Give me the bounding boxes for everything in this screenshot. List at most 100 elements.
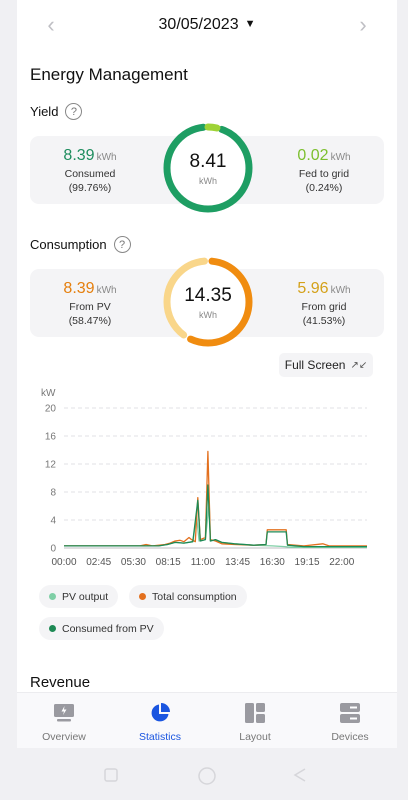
recent-apps-icon[interactable] <box>104 768 118 782</box>
help-icon[interactable]: ? <box>113 236 131 253</box>
series-line-total-consumption <box>64 450 367 547</box>
legend-consumed-from-pv[interactable]: Consumed from PV <box>39 617 164 640</box>
statistics-card: ‹ 30/05/2023 ▼ › Energy Management Yield … <box>17 0 397 692</box>
yield-consumed-pct: (99.76%) <box>68 182 112 194</box>
x-tick-label: 00:00 <box>51 557 76 568</box>
legend-total-consumption[interactable]: Total consumption <box>129 585 247 608</box>
yield-fed-value: 0.02 <box>297 147 329 164</box>
consumption-pv: 8.39 kWh From PV (58.47%) <box>30 280 150 327</box>
consumption-grid-value: 5.96 <box>297 280 329 297</box>
consumption-arc-pv <box>163 257 253 347</box>
chevron-right-icon[interactable]: › <box>359 12 367 37</box>
full-screen-button[interactable]: Full Screen ↗↙ <box>279 353 373 377</box>
yield-fed-label: Fed to grid <box>298 168 350 180</box>
yield-fed-unit: kWh <box>330 152 351 163</box>
consumption-grid-label: From grid <box>301 301 347 313</box>
tab-label: Layout <box>239 731 271 743</box>
help-icon[interactable]: ? <box>65 103 83 120</box>
pie-chart-icon <box>148 701 172 725</box>
overview-icon <box>52 701 76 725</box>
yield-label-text: Yield <box>30 104 59 119</box>
legend-label: Total consumption <box>152 590 237 603</box>
legend-label: Consumed from PV <box>62 622 154 635</box>
date-picker[interactable]: 30/05/2023 ▼ <box>17 16 397 34</box>
legend-dot <box>49 625 56 632</box>
yield-total-value: 8.41 <box>189 150 227 172</box>
expand-icon: ↗↙ <box>350 359 368 371</box>
caret-down-icon: ▼ <box>244 18 256 30</box>
x-tick-label: 13:45 <box>225 557 250 568</box>
y-tick-label: 0 <box>50 544 56 555</box>
tab-statistics[interactable]: Statistics <box>120 701 200 743</box>
y-tick-label: 20 <box>45 404 57 415</box>
yield-ring-graphic <box>163 123 253 213</box>
consumption-grid: 5.96 kWh From grid (41.53%) <box>264 280 384 327</box>
consumption-label-text: Consumption <box>30 237 107 252</box>
consumption-total: 14.35 kWh <box>162 256 254 348</box>
yield-consumed-label: Consumed <box>64 168 116 180</box>
consumption-grid-pct: (41.53%) <box>302 315 346 327</box>
legend-dot <box>49 593 56 600</box>
home-icon[interactable] <box>197 766 217 786</box>
consumption-ring-graphic <box>163 257 253 347</box>
chevron-left-icon[interactable]: ‹ <box>47 12 55 37</box>
x-tick-label: 02:45 <box>86 557 111 568</box>
consumption-total-unit: kWh <box>199 309 217 320</box>
tab-label: Statistics <box>138 731 181 743</box>
consumption-total-value: 14.35 <box>184 284 232 306</box>
tab-label: Overview <box>42 731 86 743</box>
legend-dot <box>139 593 146 600</box>
consumption-pv-value: 8.39 <box>63 280 95 297</box>
y-tick-label: 4 <box>50 516 56 527</box>
yield-consumed-unit: kWh <box>96 152 117 163</box>
consumption-pv-unit: kWh <box>96 285 117 296</box>
power-chart[interactable]: kW 20 16 12 8 4 0 00:00 02:45 05:30 08:15 11:00 13… <box>17 380 397 575</box>
yield-arc-fed <box>163 123 253 213</box>
yield-ring: 8.41 kWh <box>162 122 254 214</box>
chart-x-ticks: 00:00 02:45 05:30 08:15 11:00 13:45 16:30 19:15… <box>51 557 354 568</box>
tab-overview[interactable]: Overview <box>24 701 104 743</box>
consumption-ring: 14.35 kWh <box>162 256 254 348</box>
chart-y-axis-label: kW <box>41 388 56 399</box>
x-tick-label: 05:30 <box>121 557 146 568</box>
x-tick-label: 16:30 <box>260 557 285 568</box>
chart-series <box>64 450 367 548</box>
yield-arc-consumed <box>163 123 253 213</box>
yield-total-unit: kWh <box>199 175 217 186</box>
tab-devices[interactable]: Devices <box>310 701 390 743</box>
yield-fed-pct: (0.24%) <box>305 182 343 194</box>
devices-icon <box>338 701 362 725</box>
bottom-tab-bar: Overview Statistics Layout Devices <box>17 692 397 748</box>
yield-consumed: 8.39 kWh Consumed (99.76%) <box>30 147 150 194</box>
yield-fed: 0.02 kWh Fed to grid (0.24%) <box>264 147 384 194</box>
consumption-grid-unit: kWh <box>330 285 351 296</box>
page-title: Energy Management <box>30 65 188 84</box>
revenue-title: Revenue <box>30 674 91 691</box>
series-line-consumed-from-pv <box>64 484 367 548</box>
legend-label: PV output <box>62 590 109 603</box>
consumption-label: Consumption ? <box>30 236 131 253</box>
date-bar: ‹ 30/05/2023 ▼ › <box>17 0 397 50</box>
y-tick-label: 8 <box>50 488 56 499</box>
x-tick-label: 22:00 <box>329 557 354 568</box>
x-tick-label: 11:00 <box>191 557 216 568</box>
y-tick-label: 12 <box>45 460 57 471</box>
x-tick-label: 08:15 <box>156 557 181 568</box>
system-nav-bar <box>0 750 408 800</box>
yield-label: Yield ? <box>30 103 83 120</box>
date-value: 30/05/2023 <box>158 16 239 33</box>
x-tick-label: 19:15 <box>295 557 320 568</box>
yield-total: 8.41 kWh <box>162 122 254 214</box>
yield-consumed-value: 8.39 <box>63 147 95 164</box>
legend-pv-output[interactable]: PV output <box>39 585 119 608</box>
tab-layout[interactable]: Layout <box>215 701 295 743</box>
consumption-pv-pct: (58.47%) <box>68 315 112 327</box>
y-tick-label: 16 <box>45 432 57 443</box>
chart-y-ticks: 20 16 12 8 4 0 <box>45 404 57 555</box>
full-screen-label: Full Screen <box>284 358 346 372</box>
chart-grid <box>64 407 367 549</box>
back-icon[interactable] <box>293 768 307 782</box>
tab-label: Devices <box>331 731 369 743</box>
layout-icon <box>243 701 267 725</box>
consumption-arc-grid <box>163 257 253 347</box>
